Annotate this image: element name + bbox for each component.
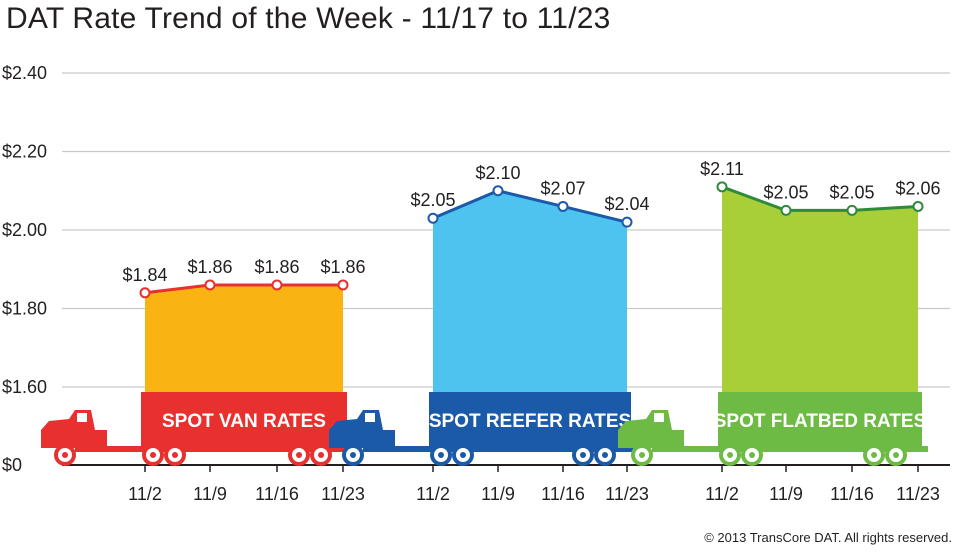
group-label: SPOT FLATBED RATES xyxy=(714,411,927,432)
data-label: $2.05 xyxy=(763,182,808,202)
truck-wheel-hub xyxy=(602,452,608,458)
series-line xyxy=(144,283,343,295)
data-point xyxy=(204,279,216,291)
data-label: $1.86 xyxy=(254,257,299,277)
truck-cab-group xyxy=(618,410,684,448)
data-point xyxy=(271,279,283,291)
truck-cab xyxy=(329,410,395,448)
x-tick-label: 11/9 xyxy=(481,484,515,504)
truck-chassis xyxy=(75,446,353,452)
truck-cab xyxy=(41,410,107,448)
data-label: $2.11 xyxy=(700,159,744,179)
truck-wheel-hub xyxy=(580,452,586,458)
y-tick-label: $1.80 xyxy=(2,299,47,319)
data-label: $2.10 xyxy=(475,163,520,183)
data-point xyxy=(716,181,728,193)
x-tick-label: 11/23 xyxy=(605,484,649,504)
data-label: $1.86 xyxy=(187,257,232,277)
truck-wheel-hub xyxy=(172,452,178,458)
data-point xyxy=(621,216,633,228)
trailer-band xyxy=(141,392,347,446)
data-label: $2.06 xyxy=(895,178,940,198)
x-tick-label: 11/16 xyxy=(830,484,874,504)
truck-window xyxy=(654,413,664,422)
data-label: $2.05 xyxy=(829,182,874,202)
series-area xyxy=(145,284,343,392)
truck-wheel-hub xyxy=(639,452,645,458)
data-point xyxy=(780,204,792,216)
y-tick-label: $2.40 xyxy=(2,63,47,83)
data-point xyxy=(557,200,569,212)
y-tick-label: $2.00 xyxy=(2,220,47,240)
series-area xyxy=(722,186,918,392)
x-tick-label: 11/2 xyxy=(705,484,739,504)
series-line xyxy=(721,185,919,212)
data-label: $1.84 xyxy=(122,265,167,285)
truck-chassis xyxy=(363,446,637,452)
truck-window xyxy=(77,413,87,422)
data-point xyxy=(846,204,858,216)
y-tick-label: $1.60 xyxy=(2,377,47,397)
data-point xyxy=(427,212,439,224)
group-label: SPOT REEFER RATES xyxy=(429,411,631,432)
data-point xyxy=(492,185,504,197)
x-tick-label: 11/23 xyxy=(896,484,940,504)
truck-chassis xyxy=(652,446,928,452)
data-point xyxy=(912,200,924,212)
chart-title: DAT Rate Trend of the Week - 11/17 to 11… xyxy=(6,2,611,35)
x-tick-label: 11/9 xyxy=(769,484,803,504)
copyright-notice: © 2013 TransCore DAT. All rights reserve… xyxy=(704,530,952,545)
data-label: $1.86 xyxy=(320,257,365,277)
truck-wheel-hub xyxy=(350,452,356,458)
trailer-band xyxy=(718,392,922,446)
truck-wheel-hub xyxy=(727,452,733,458)
x-tick-label: 11/2 xyxy=(416,484,450,504)
data-label: $2.07 xyxy=(540,178,585,198)
x-tick-label: 11/9 xyxy=(193,484,227,504)
data-point xyxy=(337,279,349,291)
y-tick-label: $2.20 xyxy=(2,142,47,162)
data-point xyxy=(139,287,151,299)
truck-wheel-hub xyxy=(438,452,444,458)
x-tick-label: 11/23 xyxy=(321,484,365,504)
series-line xyxy=(432,189,628,224)
trailer-band xyxy=(429,392,631,446)
series-group-1: SPOT VAN RATES $1.84 11/2 $1.86 11/9 $1.86 11/… xyxy=(54,257,366,504)
data-label: $2.04 xyxy=(604,194,649,214)
series-area xyxy=(433,190,627,392)
truck-wheel-hub xyxy=(749,452,755,458)
y-tick-label: $0 xyxy=(2,455,22,475)
truck-wheel-hub xyxy=(150,452,156,458)
x-tick-label: 11/16 xyxy=(255,484,299,504)
data-label: $2.05 xyxy=(410,190,455,210)
truck-cab xyxy=(618,410,684,448)
truck-wheel-hub xyxy=(318,452,324,458)
truck-cab-group xyxy=(41,410,107,448)
truck-wheel-hub xyxy=(871,452,877,458)
truck-wheel-hub xyxy=(296,452,302,458)
truck-wheel-hub xyxy=(62,452,68,458)
truck-window xyxy=(365,413,375,422)
truck-wheel-hub xyxy=(893,452,899,458)
x-tick-label: 11/2 xyxy=(128,484,162,504)
x-tick-label: 11/16 xyxy=(541,484,585,504)
truck-wheel-hub xyxy=(460,452,466,458)
series-group-3: SPOT FLATBED RATES $2.11 11/2 $2.05 11/9 $2.0… xyxy=(631,159,941,504)
series-group-2: SPOT REEFER RATES $2.05 11/2 $2.10 11/9 $2.07… xyxy=(342,163,650,504)
truck-cab-group xyxy=(329,410,395,448)
group-label: SPOT VAN RATES xyxy=(162,411,326,432)
